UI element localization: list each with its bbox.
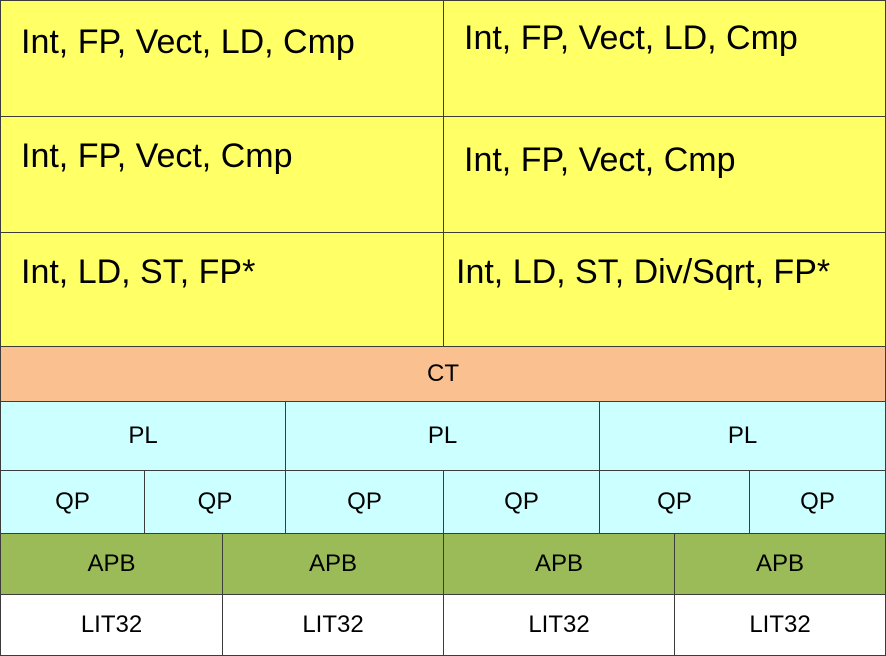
lit32-label: LIT32 <box>749 611 811 638</box>
apb-label: APB <box>308 550 358 577</box>
apb-label: APB <box>755 550 805 577</box>
apb-block-3: APB <box>443 533 675 595</box>
exec-row-1-left: Int, FP, Vect, LD, Cmp <box>0 0 444 117</box>
apb-block-1: APB <box>0 533 223 595</box>
lit32-label: LIT32 <box>80 611 143 638</box>
lit32-block-3: LIT32 <box>443 594 675 656</box>
lit32-block-4: LIT32 <box>674 594 886 656</box>
lit32-block-1: LIT32 <box>0 594 223 656</box>
qp-block-1: QP <box>0 470 145 534</box>
qp-label: QP <box>504 488 539 515</box>
apb-block-2: APB <box>222 533 444 595</box>
pl-label: PL <box>727 422 758 449</box>
exec-row-3-left: Int, LD, ST, FP* <box>0 232 444 347</box>
exec-row-2-left-label: Int, FP, Vect, Cmp <box>21 137 293 175</box>
exec-row-3-right-label: Int, LD, ST, Div/Sqrt, FP* <box>456 253 831 291</box>
exec-row-3-right: Int, LD, ST, Div/Sqrt, FP* <box>443 232 886 347</box>
qp-label: QP <box>800 488 835 515</box>
qp-block-4: QP <box>443 470 600 534</box>
qp-block-6: QP <box>749 470 886 534</box>
exec-row-1-right-label: Int, FP, Vect, LD, Cmp <box>464 19 798 57</box>
apb-label: APB <box>534 550 584 577</box>
qp-block-2: QP <box>144 470 286 534</box>
exec-row-1-left-label: Int, FP, Vect, LD, Cmp <box>21 23 355 61</box>
ct-label: CT <box>427 360 459 387</box>
exec-row-2-left: Int, FP, Vect, Cmp <box>0 116 444 233</box>
exec-row-2-right: Int, FP, Vect, Cmp <box>443 116 886 233</box>
qp-label: QP <box>347 488 382 515</box>
qp-block-3: QP <box>285 470 444 534</box>
pl-label: PL <box>128 422 158 449</box>
exec-row-1-right: Int, FP, Vect, LD, Cmp <box>443 0 886 117</box>
exec-row-2-right-label: Int, FP, Vect, Cmp <box>464 141 736 179</box>
qp-block-5: QP <box>599 470 750 534</box>
pl-block-1: PL <box>0 401 286 471</box>
pl-block-2: PL <box>285 401 600 471</box>
qp-label: QP <box>197 488 233 515</box>
apb-label: APB <box>87 550 136 577</box>
apb-block-4: APB <box>674 533 886 595</box>
qp-label: QP <box>657 488 692 515</box>
qp-label: QP <box>55 488 90 515</box>
pl-label: PL <box>427 422 458 449</box>
lit32-label: LIT32 <box>302 611 364 638</box>
pl-block-3: PL <box>599 401 886 471</box>
lit32-label: LIT32 <box>528 611 590 638</box>
ct-block: CT <box>0 346 886 402</box>
lit32-block-2: LIT32 <box>222 594 444 656</box>
exec-row-3-left-label: Int, LD, ST, FP* <box>21 253 256 291</box>
